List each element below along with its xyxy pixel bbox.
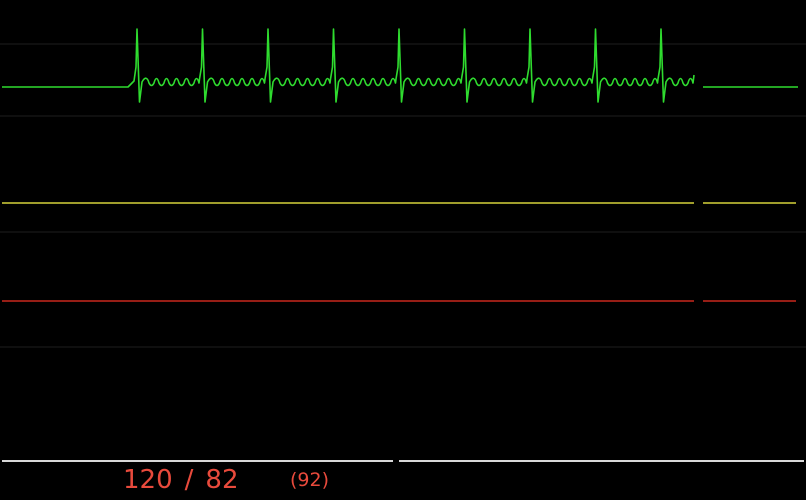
ecg-waveform (2, 28, 695, 103)
bp-mean: (92) (290, 469, 330, 491)
ecg-channel (2, 28, 798, 103)
bp-diastolic: 82 (205, 465, 239, 495)
bp-separator: / (184, 465, 194, 495)
bp-systolic: 120 (123, 465, 173, 495)
blood-pressure-readout: 120 / 82 (123, 462, 239, 498)
